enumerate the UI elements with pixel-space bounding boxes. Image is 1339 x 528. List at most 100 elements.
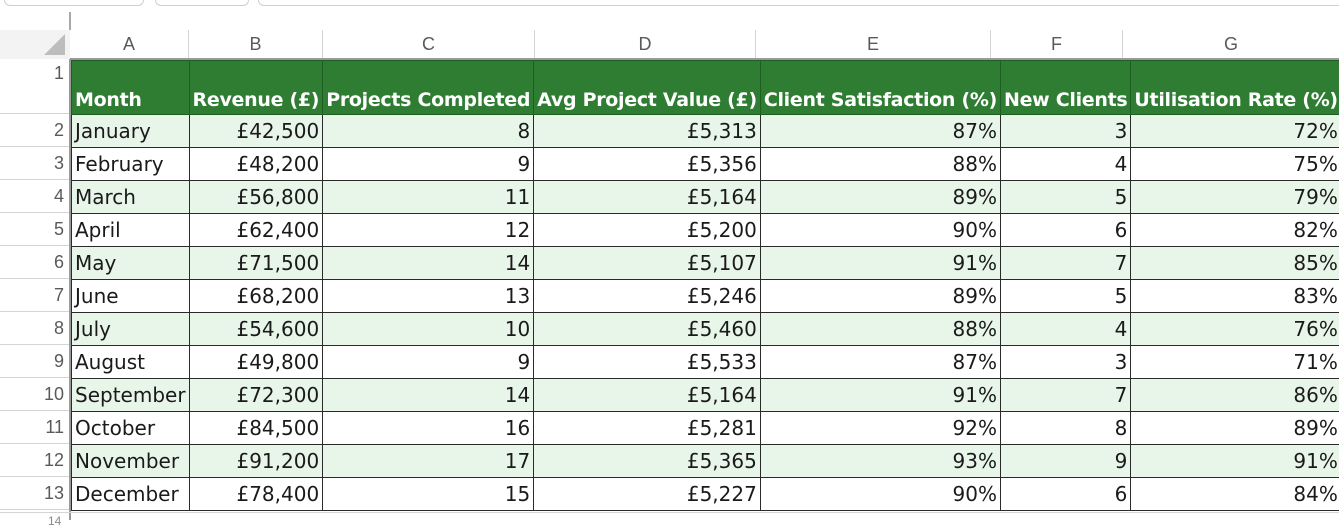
- cell-satisfaction[interactable]: 89%: [760, 181, 1000, 214]
- row-header-10[interactable]: 10: [0, 378, 70, 411]
- cell-revenue[interactable]: £84,500: [189, 412, 323, 445]
- select-all-triangle-icon[interactable]: [44, 34, 65, 55]
- column-header-e[interactable]: E: [756, 30, 991, 59]
- cell-satisfaction[interactable]: 88%: [760, 148, 1000, 181]
- cell-avg-value[interactable]: £5,107: [534, 247, 761, 280]
- row-header-6[interactable]: 6: [0, 246, 70, 279]
- cell-revenue[interactable]: £62,400: [189, 214, 323, 247]
- cell-new-clients[interactable]: 3: [1000, 346, 1130, 379]
- header-cell-new-clients[interactable]: New Clients: [1000, 61, 1130, 115]
- cell-revenue[interactable]: £49,800: [189, 346, 323, 379]
- cell-utilisation[interactable]: 79%: [1131, 181, 1339, 214]
- cell-month[interactable]: June: [72, 280, 190, 313]
- cell-utilisation[interactable]: 83%: [1131, 280, 1339, 313]
- cell-month[interactable]: December: [72, 478, 190, 511]
- row-header-8[interactable]: 8: [0, 312, 70, 345]
- cell-projects[interactable]: 15: [323, 478, 534, 511]
- cell-utilisation[interactable]: 71%: [1131, 346, 1339, 379]
- row-header-4[interactable]: 4: [0, 180, 70, 213]
- cell-month[interactable]: September: [72, 379, 190, 412]
- cell-avg-value[interactable]: £5,246: [534, 280, 761, 313]
- cell-utilisation[interactable]: 85%: [1131, 247, 1339, 280]
- cell-revenue[interactable]: £68,200: [189, 280, 323, 313]
- cell-month[interactable]: August: [72, 346, 190, 379]
- cell-avg-value[interactable]: £5,460: [534, 313, 761, 346]
- cell-new-clients[interactable]: 7: [1000, 379, 1130, 412]
- header-cell-month[interactable]: Month: [72, 61, 190, 115]
- cell-projects[interactable]: 14: [323, 247, 534, 280]
- cell-satisfaction[interactable]: 91%: [760, 247, 1000, 280]
- cell-revenue[interactable]: £48,200: [189, 148, 323, 181]
- header-cell-revenue[interactable]: Revenue (£): [189, 61, 323, 115]
- column-header-b[interactable]: B: [189, 30, 323, 59]
- cell-avg-value[interactable]: £5,164: [534, 181, 761, 214]
- cell-projects[interactable]: 16: [323, 412, 534, 445]
- cell-month[interactable]: February: [72, 148, 190, 181]
- cell-month[interactable]: April: [72, 214, 190, 247]
- cell-satisfaction[interactable]: 90%: [760, 478, 1000, 511]
- cell-satisfaction[interactable]: 87%: [760, 346, 1000, 379]
- column-header-d[interactable]: D: [535, 30, 756, 59]
- cell-utilisation[interactable]: 75%: [1131, 148, 1339, 181]
- cell-satisfaction[interactable]: 88%: [760, 313, 1000, 346]
- cell-new-clients[interactable]: 8: [1000, 412, 1130, 445]
- cell-new-clients[interactable]: 5: [1000, 280, 1130, 313]
- cell-avg-value[interactable]: £5,313: [534, 115, 761, 148]
- cell-revenue[interactable]: £56,800: [189, 181, 323, 214]
- cell-projects[interactable]: 12: [323, 214, 534, 247]
- cell-projects[interactable]: 9: [323, 346, 534, 379]
- row-header-13[interactable]: 13: [0, 477, 70, 510]
- cell-month[interactable]: May: [72, 247, 190, 280]
- cell-revenue[interactable]: £72,300: [189, 379, 323, 412]
- row-header-9[interactable]: 9: [0, 345, 70, 378]
- formula-input[interactable]: [258, 0, 1339, 6]
- cell-satisfaction[interactable]: 93%: [760, 445, 1000, 478]
- cell-new-clients[interactable]: 3: [1000, 115, 1130, 148]
- cell-month[interactable]: October: [72, 412, 190, 445]
- column-header-c[interactable]: C: [323, 30, 535, 59]
- cell-revenue[interactable]: £54,600: [189, 313, 323, 346]
- cell-avg-value[interactable]: £5,281: [534, 412, 761, 445]
- cell-new-clients[interactable]: 7: [1000, 247, 1130, 280]
- cell-avg-value[interactable]: £5,227: [534, 478, 761, 511]
- cell-revenue[interactable]: £91,200: [189, 445, 323, 478]
- cell-new-clients[interactable]: 6: [1000, 478, 1130, 511]
- cell-new-clients[interactable]: 4: [1000, 148, 1130, 181]
- row-header-5[interactable]: 5: [0, 213, 70, 246]
- cell-month[interactable]: March: [72, 181, 190, 214]
- cell-projects[interactable]: 14: [323, 379, 534, 412]
- row-header-2[interactable]: 2: [0, 114, 70, 147]
- cell-projects[interactable]: 10: [323, 313, 534, 346]
- cell-avg-value[interactable]: £5,200: [534, 214, 761, 247]
- cell-month[interactable]: January: [72, 115, 190, 148]
- row-header-3[interactable]: 3: [0, 147, 70, 180]
- cell-utilisation[interactable]: 89%: [1131, 412, 1339, 445]
- cell-revenue[interactable]: £78,400: [189, 478, 323, 511]
- header-cell-utilisation[interactable]: Utilisation Rate (%): [1131, 61, 1339, 115]
- cell-revenue[interactable]: £42,500: [189, 115, 323, 148]
- cell-projects[interactable]: 11: [323, 181, 534, 214]
- row-header-14[interactable]: 14: [48, 514, 61, 528]
- cell-satisfaction[interactable]: 92%: [760, 412, 1000, 445]
- cell-satisfaction[interactable]: 90%: [760, 214, 1000, 247]
- cell-satisfaction[interactable]: 89%: [760, 280, 1000, 313]
- cell-utilisation[interactable]: 76%: [1131, 313, 1339, 346]
- cell-new-clients[interactable]: 4: [1000, 313, 1130, 346]
- column-header-f[interactable]: F: [991, 30, 1123, 59]
- cell-month[interactable]: July: [72, 313, 190, 346]
- column-header-a[interactable]: A: [70, 30, 189, 59]
- cell-utilisation[interactable]: 86%: [1131, 379, 1339, 412]
- cell-new-clients[interactable]: 6: [1000, 214, 1130, 247]
- cell-new-clients[interactable]: 9: [1000, 445, 1130, 478]
- cell-utilisation[interactable]: 82%: [1131, 214, 1339, 247]
- cell-utilisation[interactable]: 91%: [1131, 445, 1339, 478]
- cell-projects[interactable]: 8: [323, 115, 534, 148]
- cell-projects[interactable]: 9: [323, 148, 534, 181]
- formula-controls[interactable]: [155, 0, 249, 6]
- cell-projects[interactable]: 17: [323, 445, 534, 478]
- cell-revenue[interactable]: £71,500: [189, 247, 323, 280]
- cell-avg-value[interactable]: £5,533: [534, 346, 761, 379]
- cell-satisfaction[interactable]: 87%: [760, 115, 1000, 148]
- row-header-1[interactable]: 1: [0, 60, 70, 114]
- header-cell-avg-value[interactable]: Avg Project Value (£): [534, 61, 761, 115]
